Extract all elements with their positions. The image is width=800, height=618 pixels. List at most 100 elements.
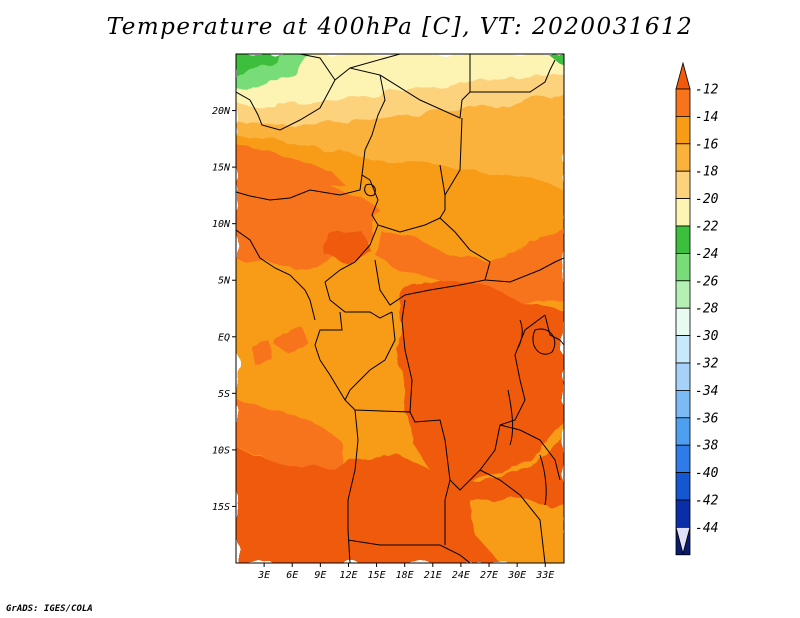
band-green <box>236 54 280 76</box>
band-green-ne <box>548 54 564 64</box>
lon-tick-label: 33E <box>535 570 554 581</box>
colorbar-swatch <box>675 280 691 309</box>
coast-gulf-of-guinea <box>236 229 316 321</box>
band-amber-southeast <box>470 495 564 563</box>
colorbar-bottom-arrow <box>675 527 691 555</box>
grads-credit: GrADS: IGES/COLA <box>6 604 93 614</box>
lon-tick-label: 12E <box>339 570 357 581</box>
colorbar-label: -30 <box>695 329 719 344</box>
colorbar-label: -42 <box>695 494 719 509</box>
band-deep-orange-congo <box>398 280 564 480</box>
colorbar-label: -26 <box>695 274 719 289</box>
colorbar-label: -22 <box>695 220 719 235</box>
colorbar-swatch <box>675 88 691 117</box>
colorbar-label: -24 <box>695 247 718 262</box>
lon-tick-label: 15E <box>368 570 386 581</box>
lon-tick-label: 27E <box>480 570 498 581</box>
lake-malawi <box>539 454 547 506</box>
blob-deep-orange-1 <box>325 230 370 262</box>
colorbar-swatch <box>675 362 691 391</box>
band-orange-east <box>375 230 564 300</box>
colorbar-top-arrow <box>675 61 691 90</box>
border-car-drc <box>374 259 486 306</box>
latitude-axis: 20N 15N 10N 5N EQ 5S 10S 15S <box>212 106 236 513</box>
lon-tick-label: 30E <box>507 570 526 581</box>
lake-chad <box>364 183 376 197</box>
border-namibia-botswana <box>347 539 471 563</box>
country-borders <box>236 54 564 563</box>
colorbar-label: -38 <box>695 439 719 454</box>
border-chad-inner <box>439 164 446 196</box>
border-southsudan <box>484 257 564 283</box>
lakes <box>364 183 556 506</box>
colorbar-label: -34 <box>695 384 718 399</box>
lat-tick-label: 15S <box>212 502 230 513</box>
border-nigeria-cameroon <box>324 179 379 283</box>
border-drc-west <box>401 299 413 413</box>
colorbar-label: -32 <box>695 357 719 372</box>
colorbar-label: -18 <box>695 165 719 180</box>
colorbar-swatch <box>675 198 691 227</box>
border-chad-car <box>377 217 491 281</box>
blob-orange-1 <box>275 325 310 355</box>
lat-tick-label: 15N <box>212 163 231 174</box>
lon-tick-label: 18E <box>396 570 414 581</box>
border-zambia-botswana <box>444 479 451 545</box>
colorbar-swatch <box>675 389 691 419</box>
colorbar-swatch <box>675 170 691 199</box>
colorbar-swatch <box>675 225 691 254</box>
blob-orange-2 <box>250 342 272 362</box>
lon-tick-label: 6E <box>286 570 298 581</box>
border-gabon <box>314 311 343 361</box>
colorbar-label: -36 <box>695 411 719 426</box>
colorbar-swatch <box>675 116 691 145</box>
lon-tick-label: 21E <box>424 570 442 581</box>
lat-tick-label: 10S <box>212 445 230 456</box>
colorbar-swatch <box>675 417 691 446</box>
colorbar-label: -14 <box>695 110 718 125</box>
border-zambia-mozambique <box>479 469 546 563</box>
colorbar-label: -28 <box>695 302 719 317</box>
lon-tick-label: 3E <box>257 570 270 581</box>
border-congo-drc <box>344 311 396 401</box>
border-egypt-sudan <box>470 59 556 93</box>
lat-tick-label: 5S <box>218 389 230 400</box>
border-niger-nigeria <box>236 174 363 201</box>
colorbar: -12 -14 -16 -18 -20 -22 -24 -26 -28 -30 -32 -34 -36 -… <box>675 61 719 556</box>
colorbar-label: -16 <box>695 137 719 152</box>
border-angola-namibia <box>347 409 359 563</box>
colorbar-swatch <box>675 472 691 501</box>
border-tanzania <box>499 424 561 481</box>
band-orange-sahel <box>236 145 345 192</box>
colorbar-swatch <box>675 252 691 282</box>
border-uganda-kenya <box>544 314 564 346</box>
colorbar-label: -40 <box>695 466 719 481</box>
lat-tick-label: 5N <box>218 276 231 287</box>
lake-tanganyika <box>507 389 514 446</box>
band-cream <box>236 54 564 108</box>
lat-tick-label: 20N <box>212 106 231 117</box>
border-sahara-west <box>236 67 386 181</box>
colorbar-swatch <box>675 307 691 337</box>
longitude-axis: 3E 6E 9E 12E 15E 18E 21E 24E 27E 30E 33E <box>257 563 554 581</box>
lake-albert <box>517 319 523 349</box>
colorbar-swatch <box>675 335 691 364</box>
colorbar-swatch <box>675 444 691 474</box>
colorbar-swatch <box>675 143 691 172</box>
lake-victoria <box>532 328 556 355</box>
map-frame <box>235 53 565 564</box>
lat-tick-label: EQ <box>218 332 230 343</box>
colorbar-label: -44 <box>695 521 718 536</box>
colorbar-swatch <box>675 499 691 528</box>
border-algeria-niger <box>349 54 401 69</box>
border-drc-east <box>499 314 546 426</box>
colorbar-label: -20 <box>695 192 719 207</box>
band-orange-southwest <box>236 400 345 480</box>
border-algeria-mali <box>299 54 336 81</box>
colorbar-label: -12 <box>695 83 719 98</box>
border-libya-niger-chad <box>379 54 471 119</box>
lon-tick-label: 24E <box>452 570 470 581</box>
temperature-shading <box>236 54 564 563</box>
lat-tick-label: 10N <box>212 219 231 230</box>
plot-title: Temperature at 400hPa [C], VT: 202003161… <box>106 14 694 40</box>
